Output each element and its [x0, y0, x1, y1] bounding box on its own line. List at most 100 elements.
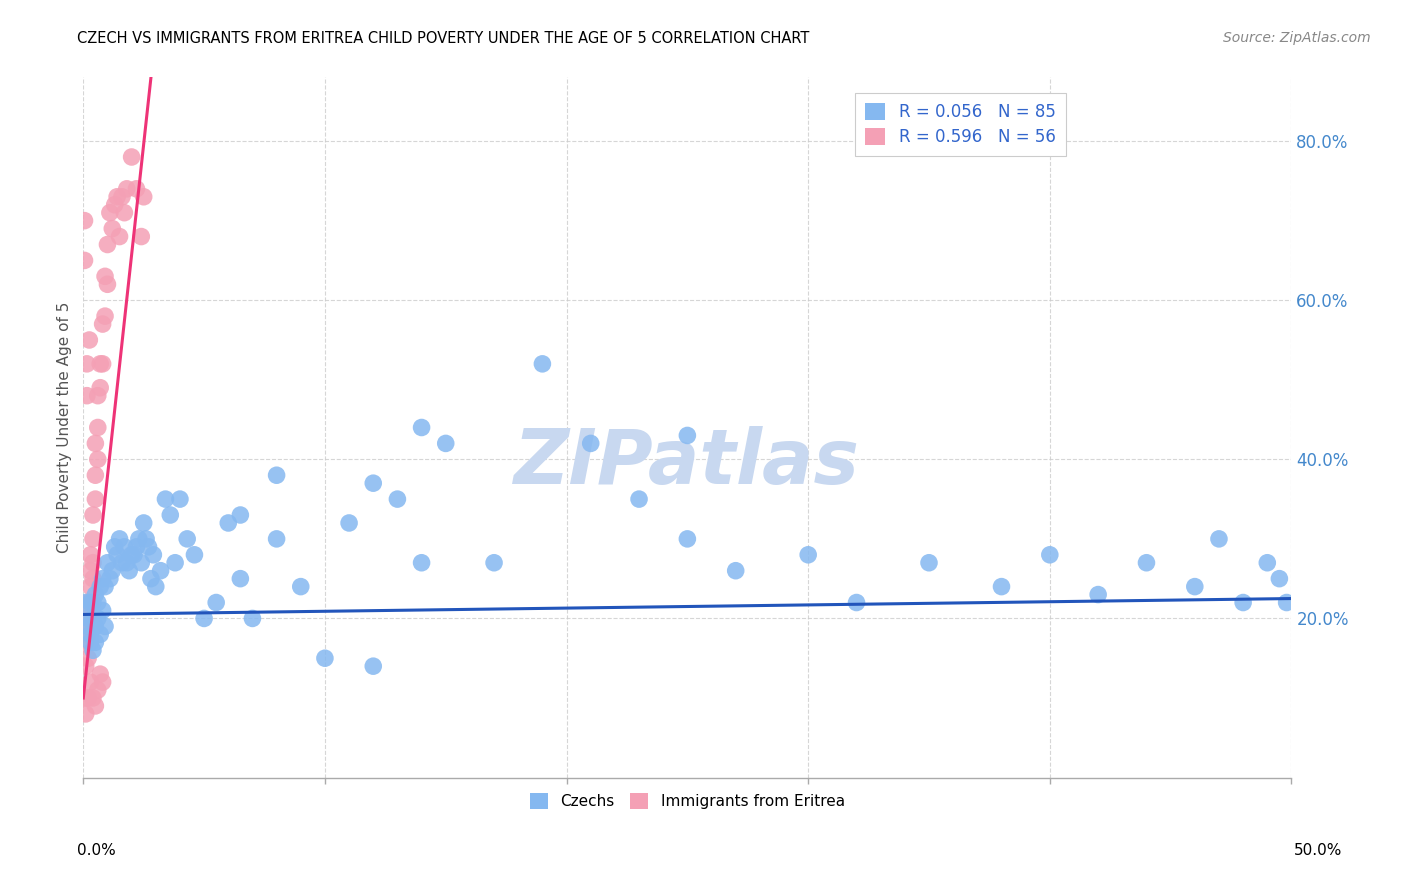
Point [229, 508, 252, 522]
Point [75, 706, 97, 721]
Point [337, 516, 360, 530]
Point [79, 627, 101, 641]
Point [84, 588, 107, 602]
Point [112, 540, 135, 554]
Point [918, 556, 941, 570]
Point [125, 540, 148, 554]
Point [108, 229, 131, 244]
Point [290, 580, 312, 594]
Point [91, 357, 114, 371]
Text: 50.0%: 50.0% [1295, 843, 1343, 858]
Point [98, 572, 121, 586]
Point [91, 675, 114, 690]
Point [531, 357, 554, 371]
Point [361, 476, 384, 491]
Point [387, 492, 409, 507]
Point [105, 548, 128, 562]
Point [676, 428, 699, 442]
Text: ZIPatlas: ZIPatlas [515, 425, 860, 500]
Point [87, 595, 110, 609]
Point [579, 436, 602, 450]
Point [1208, 532, 1230, 546]
Point [128, 532, 150, 546]
Point [94, 580, 117, 594]
Point [91, 317, 114, 331]
Point [155, 492, 177, 507]
Point [165, 556, 187, 570]
Point [87, 452, 110, 467]
Point [91, 572, 114, 586]
Point [229, 572, 252, 586]
Point [205, 595, 228, 609]
Point [94, 309, 117, 323]
Point [121, 150, 143, 164]
Point [132, 190, 155, 204]
Point [411, 556, 433, 570]
Point [115, 556, 138, 570]
Point [1268, 572, 1291, 586]
Point [79, 548, 101, 562]
Point [79, 675, 101, 690]
Point [139, 572, 162, 586]
Point [89, 357, 111, 371]
Point [77, 651, 100, 665]
Point [111, 556, 134, 570]
Point [77, 611, 100, 625]
Point [79, 580, 101, 594]
Point [82, 532, 104, 546]
Point [89, 381, 111, 395]
Point [84, 698, 107, 713]
Point [266, 532, 288, 546]
Point [73, 213, 96, 227]
Point [82, 643, 104, 657]
Point [91, 603, 114, 617]
Point [84, 468, 107, 483]
Point [73, 253, 96, 268]
Point [176, 532, 198, 546]
Point [98, 205, 121, 219]
Point [82, 611, 104, 625]
Point [77, 627, 100, 641]
Point [434, 436, 457, 450]
Point [845, 595, 868, 609]
Point [79, 595, 101, 609]
Point [1087, 588, 1109, 602]
Point [1135, 556, 1157, 570]
Point [112, 205, 135, 219]
Point [159, 508, 181, 522]
Point [104, 198, 127, 212]
Point [75, 611, 97, 625]
Text: CZECH VS IMMIGRANTS FROM ERITREA CHILD POVERTY UNDER THE AGE OF 5 CORRELATION CH: CZECH VS IMMIGRANTS FROM ERITREA CHILD P… [77, 31, 810, 46]
Point [82, 556, 104, 570]
Point [105, 190, 128, 204]
Point [79, 635, 101, 649]
Point [77, 595, 100, 609]
Point [111, 190, 134, 204]
Point [89, 667, 111, 681]
Text: Source: ZipAtlas.com: Source: ZipAtlas.com [1223, 31, 1371, 45]
Point [1256, 556, 1278, 570]
Point [96, 237, 118, 252]
Point [149, 564, 172, 578]
Point [87, 611, 110, 625]
Point [183, 548, 205, 562]
Point [115, 182, 138, 196]
Point [87, 420, 110, 434]
Point [75, 659, 97, 673]
Point [89, 627, 111, 641]
Point [411, 420, 433, 434]
Point [1232, 595, 1254, 609]
Point [118, 564, 141, 578]
Point [94, 619, 117, 633]
Point [89, 580, 111, 594]
Point [361, 659, 384, 673]
Point [1184, 580, 1206, 594]
Point [676, 532, 699, 546]
Point [82, 691, 104, 706]
Point [990, 580, 1012, 594]
Point [75, 635, 97, 649]
Y-axis label: Child Poverty Under the Age of 5: Child Poverty Under the Age of 5 [58, 301, 72, 553]
Point [84, 635, 107, 649]
Point [121, 548, 143, 562]
Point [242, 611, 264, 625]
